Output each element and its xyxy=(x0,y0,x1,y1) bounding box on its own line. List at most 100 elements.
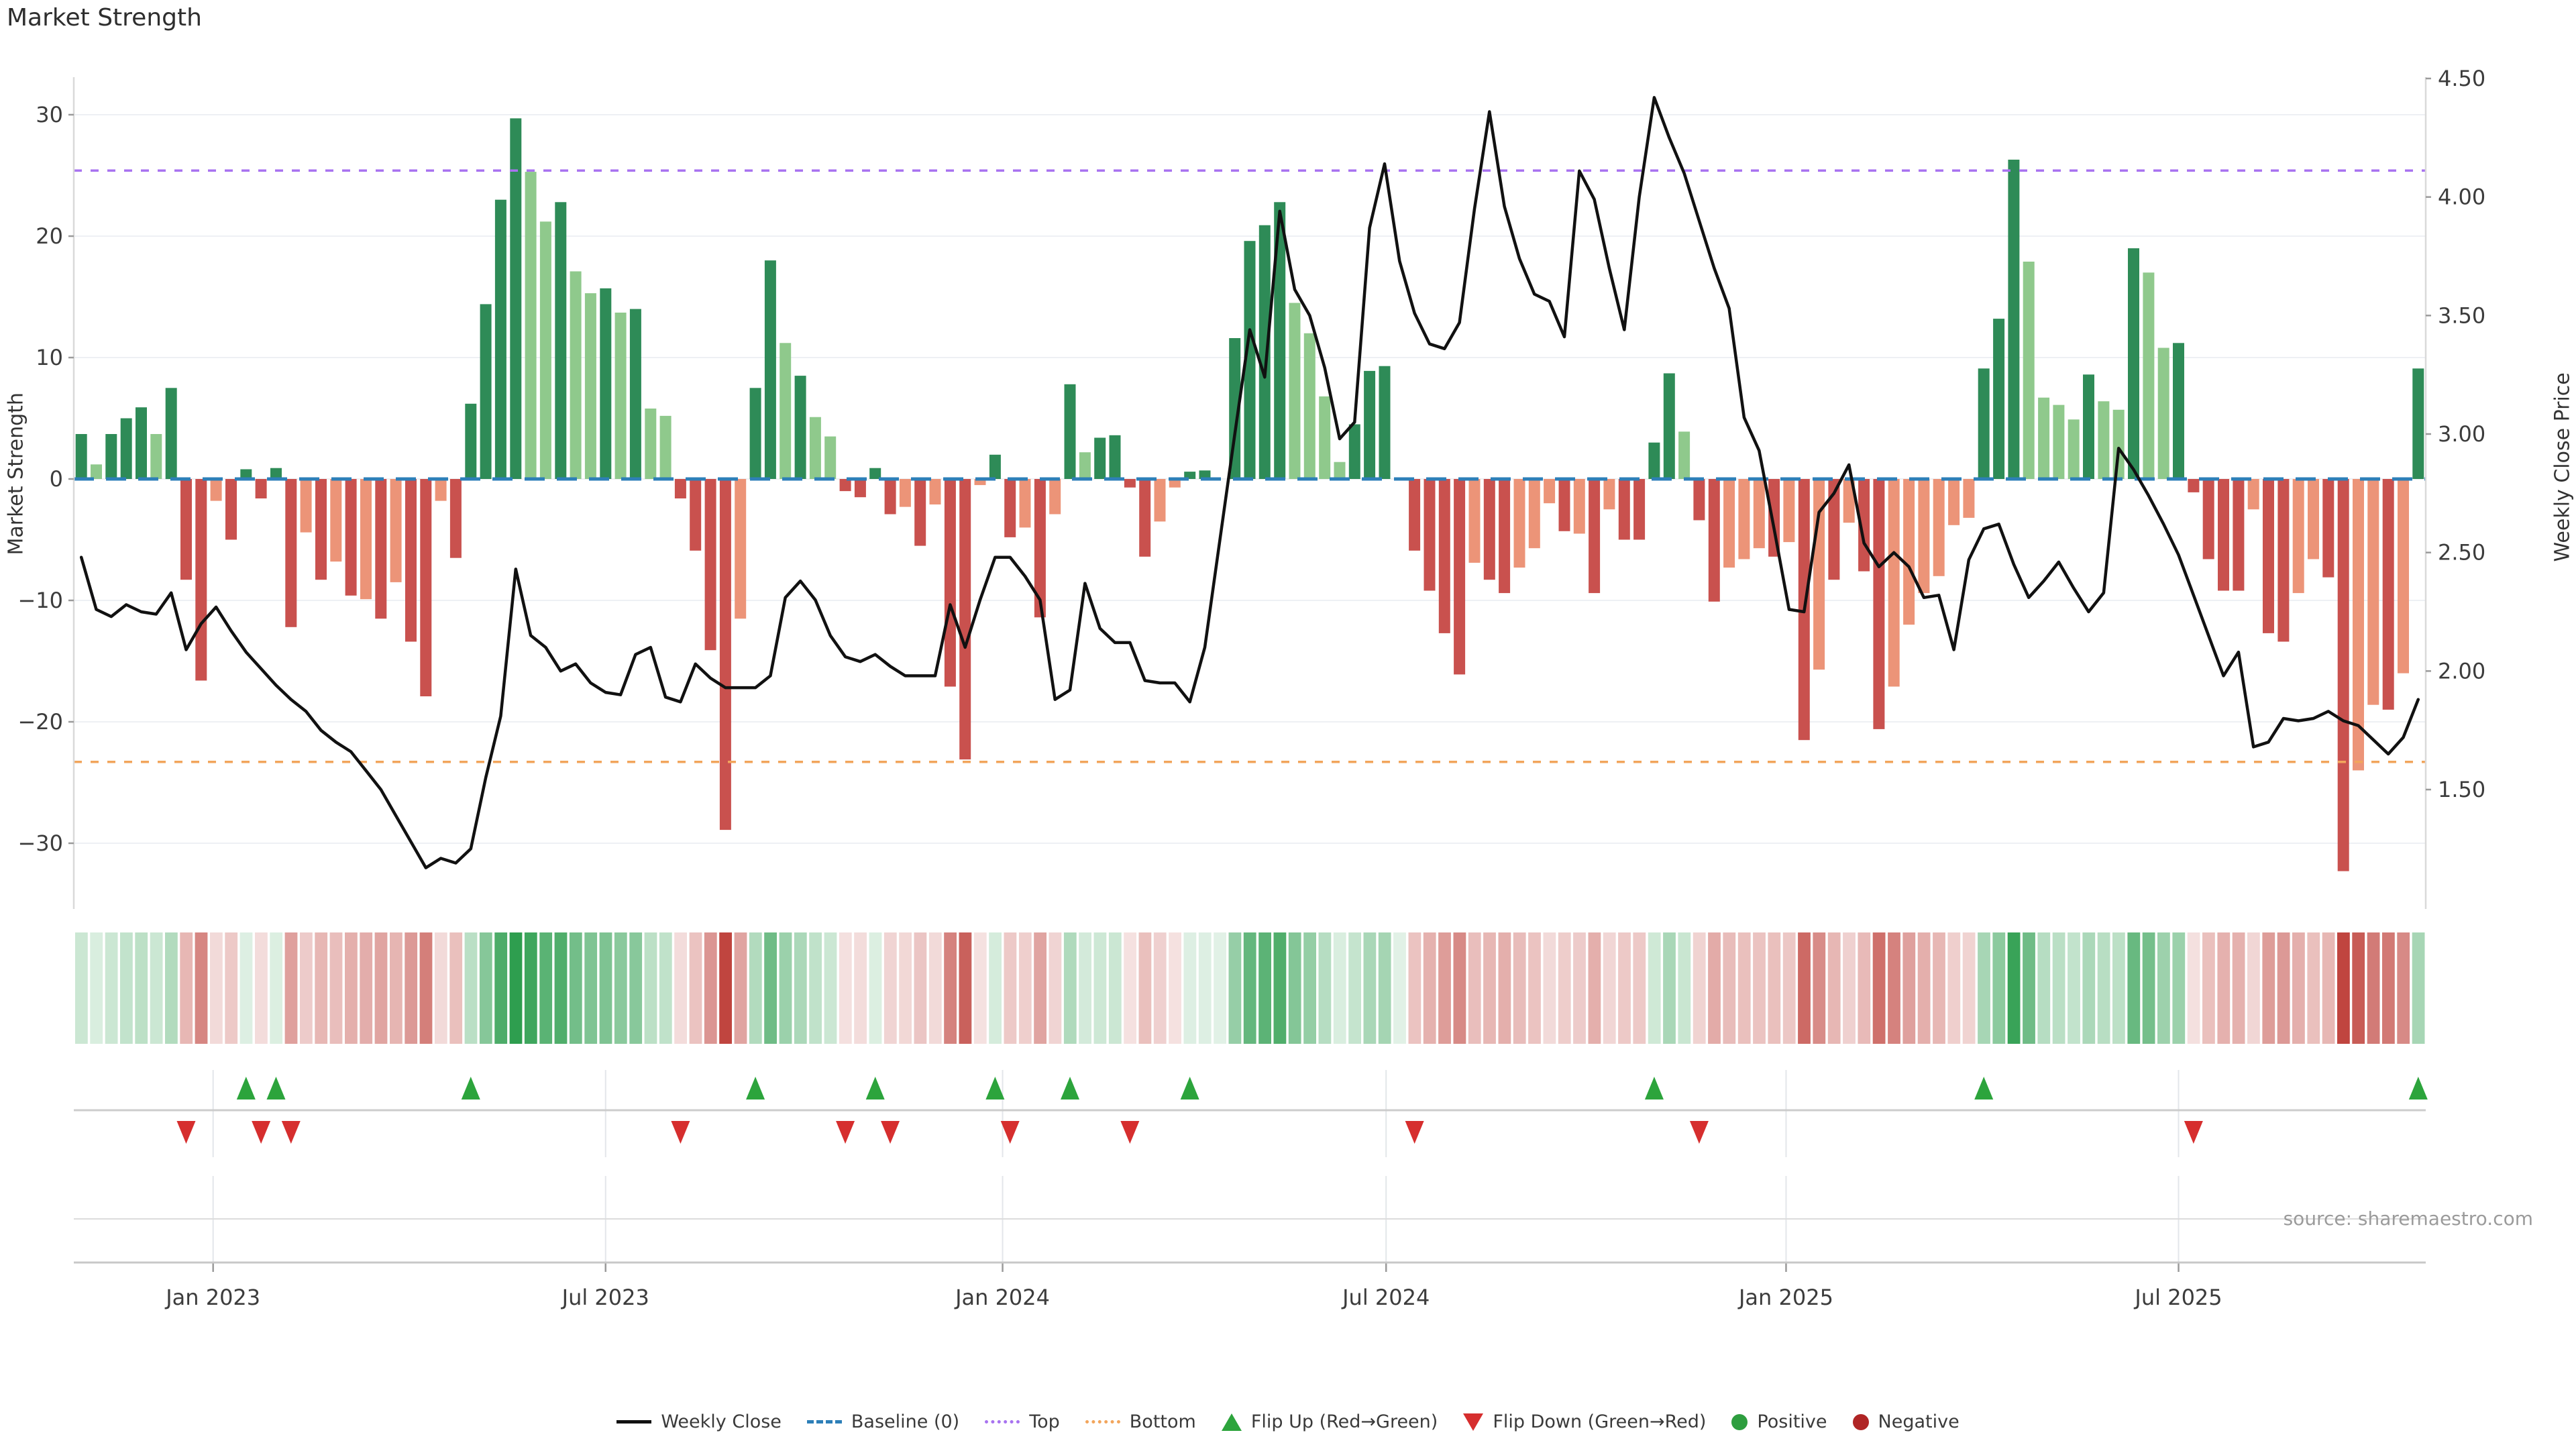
flip-down-icon xyxy=(1405,1121,1424,1144)
flip-up-icon xyxy=(985,1077,1005,1099)
flip-down-icon xyxy=(2184,1121,2203,1144)
strength-bar xyxy=(1663,373,1675,479)
flip-up-icon xyxy=(1644,1077,1664,1099)
line-sample-icon xyxy=(806,1420,842,1424)
strength-bar xyxy=(480,304,492,479)
heatmap-cell xyxy=(419,932,433,1044)
strength-bar xyxy=(1079,452,1091,479)
strength-bar xyxy=(345,479,357,596)
strength-bar xyxy=(1289,303,1301,479)
legend-item-negative: Negative xyxy=(1852,1411,1960,1432)
heatmap-cell xyxy=(659,932,672,1044)
heatmap-cell xyxy=(1962,932,1976,1044)
flip-up-icon xyxy=(236,1077,256,1099)
strength-bar xyxy=(210,479,222,501)
line-sample-icon xyxy=(985,1420,1020,1424)
heatmap-cell xyxy=(1124,932,1136,1044)
heatmap-cell xyxy=(1393,932,1406,1044)
strength-bar xyxy=(390,479,402,582)
flip-down-icon xyxy=(1000,1121,1020,1144)
strength-bar xyxy=(1364,370,1376,479)
legend-item-bottom: Bottom xyxy=(1085,1411,1196,1432)
strength-bar xyxy=(494,199,506,479)
heatmap-cell xyxy=(629,932,643,1044)
heatmap-cell xyxy=(1214,932,1226,1044)
heatmap-cell xyxy=(1902,932,1916,1044)
heatmap-cell xyxy=(719,932,732,1044)
flip-down-icon xyxy=(1689,1121,1709,1144)
strength-bar xyxy=(884,479,896,515)
heatmap-cell xyxy=(764,932,777,1044)
strength-bar xyxy=(360,479,372,600)
strength-bar xyxy=(1783,479,1795,543)
heatmap-cell xyxy=(734,932,747,1044)
strength-bar xyxy=(1468,479,1481,563)
strength-bar xyxy=(75,434,87,479)
strength-bar xyxy=(645,409,657,479)
strength-bar xyxy=(1723,479,1735,568)
heatmap-cell xyxy=(1079,932,1091,1044)
strength-bar xyxy=(839,479,851,492)
strength-bar xyxy=(2157,347,2169,479)
strength-bar xyxy=(449,479,462,558)
heatmap-cell xyxy=(1333,932,1346,1044)
flip-up-icon xyxy=(461,1077,480,1099)
heatmap-cell xyxy=(2217,932,2231,1044)
heatmap-cell xyxy=(1947,932,1961,1044)
strength-bar xyxy=(735,479,747,619)
strength-bars xyxy=(75,118,2424,871)
heatmap-cell xyxy=(2082,932,2096,1044)
heatmap-cell xyxy=(1888,932,1900,1044)
heatmap-cell xyxy=(584,932,598,1044)
heatmap-cell xyxy=(1693,932,1706,1044)
heatmap-cell xyxy=(2232,932,2245,1044)
heatmap-cell xyxy=(959,932,972,1044)
heatmap-cell xyxy=(1438,932,1451,1044)
heatmap-cell xyxy=(180,932,193,1044)
heatmap-cell xyxy=(120,932,133,1044)
heatmap-cell xyxy=(315,932,328,1044)
heatmap-cell xyxy=(1108,932,1122,1044)
strength-bar xyxy=(1963,479,1975,518)
heatmap-cell xyxy=(2412,932,2425,1044)
weekly-close-line xyxy=(79,96,2420,869)
heatmap-cell xyxy=(1363,932,1377,1044)
strength-bar xyxy=(629,309,641,479)
heatmap-cell xyxy=(2397,932,2410,1044)
heatmap-cell xyxy=(779,932,792,1044)
strength-bar xyxy=(105,434,117,479)
heatmap-cell xyxy=(210,932,223,1044)
heatmap-cell xyxy=(270,932,283,1044)
flip-up-icon xyxy=(1221,1413,1242,1431)
heatmap-cell xyxy=(2352,932,2365,1044)
right-tick-label: 4.00 xyxy=(2438,184,2485,210)
legend-item-positive: Positive xyxy=(1731,1411,1827,1432)
strength-bar xyxy=(150,434,162,479)
heatmap-cell xyxy=(405,932,418,1044)
strength-bar xyxy=(584,293,596,479)
heatmap-cell xyxy=(1813,932,1826,1044)
line-sample-icon xyxy=(616,1420,652,1424)
heatmap-cell xyxy=(1018,932,1032,1044)
heatmap-cell xyxy=(1034,932,1046,1044)
strength-bar xyxy=(1064,384,1076,479)
strength-bar xyxy=(2308,479,2319,559)
heatmap-cell xyxy=(1513,932,1526,1044)
legend-label: Flip Up (Red→Green) xyxy=(1250,1411,1438,1432)
heatmap-cell xyxy=(509,932,523,1044)
heatmap-cell xyxy=(824,932,837,1044)
heatmap-cell xyxy=(165,932,178,1044)
strength-bar xyxy=(794,376,806,479)
heatmap-cell xyxy=(1753,932,1766,1044)
heatmap-cell xyxy=(1648,932,1661,1044)
flip-up-icon xyxy=(266,1077,286,1099)
heatmap-cell xyxy=(284,932,298,1044)
heatmap-cell xyxy=(1663,932,1676,1044)
strength-bar xyxy=(180,479,192,580)
x-tick-label: Jul 2024 xyxy=(1341,1285,1430,1310)
strength-bar xyxy=(1154,479,1166,522)
heatmap-cell xyxy=(1258,932,1271,1044)
heatmap-cell xyxy=(1138,932,1152,1044)
heatmap-cell xyxy=(854,932,867,1044)
band-gridlines xyxy=(74,1070,2426,1272)
